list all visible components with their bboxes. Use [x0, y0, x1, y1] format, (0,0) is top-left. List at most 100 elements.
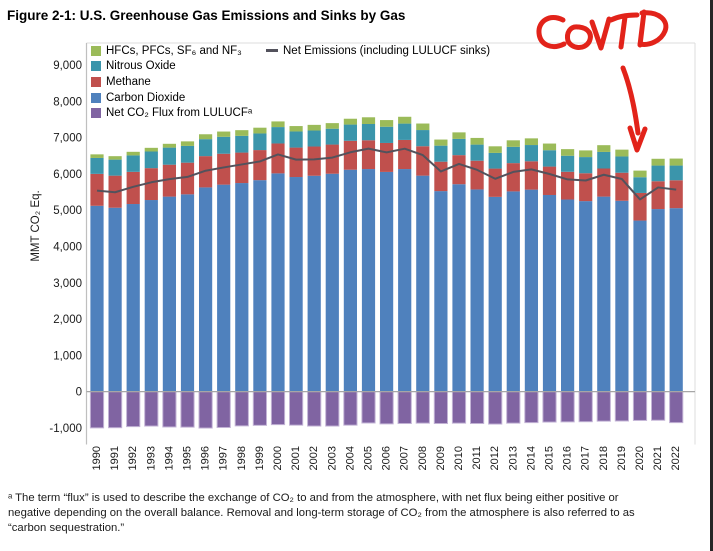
bar-2017-ch4 — [579, 173, 593, 202]
bar-2017-lulucf — [578, 391, 593, 423]
bar-2003-co2 — [325, 173, 339, 392]
x-tick-label-2009: 2009 — [435, 446, 447, 470]
net-emissions-line-swatch-icon — [266, 49, 278, 53]
bar-1995-lulucf — [180, 391, 195, 428]
bar-2010-co2 — [452, 184, 466, 392]
bar-2022-co2 — [669, 208, 683, 392]
bar-2019-lulucf — [614, 391, 629, 422]
bar-2003-lulucf — [325, 391, 340, 427]
bar-2020-co2 — [633, 220, 647, 392]
bar-1998-lulucf — [234, 391, 249, 427]
bar-2001-lulucf — [289, 391, 304, 426]
bar-2000-fgas — [271, 121, 285, 128]
bar-1992-co2 — [126, 204, 140, 392]
bar-2018-fgas — [597, 145, 611, 152]
bar-2005-n2o — [361, 123, 376, 141]
bar-2014-n2o — [524, 145, 538, 162]
bar-2001-ch4 — [289, 147, 303, 178]
x-tick-label-2005: 2005 — [363, 446, 375, 470]
bar-2022-lulucf — [669, 391, 684, 424]
bar-2015-n2o — [542, 150, 557, 167]
bar-2010-fgas — [452, 132, 466, 139]
bar-2002-fgas — [307, 124, 321, 131]
bar-1994-ch4 — [162, 164, 176, 197]
bar-2007-n2o — [398, 123, 412, 140]
bar-2020-ch4 — [633, 192, 647, 221]
bar-1992-ch4 — [126, 171, 140, 205]
x-tick-label-2010: 2010 — [453, 446, 465, 470]
bar-2013-ch4 — [506, 163, 520, 192]
bar-2014-fgas — [524, 138, 538, 146]
bar-1991-fgas — [108, 156, 122, 160]
bar-2018-lulucf — [596, 391, 611, 422]
x-tick-label-2011: 2011 — [471, 446, 483, 470]
bar-2020-n2o — [633, 177, 647, 193]
x-tick-label-2021: 2021 — [652, 446, 664, 470]
x-tick-label-2014: 2014 — [525, 446, 537, 470]
bar-2013-fgas — [506, 140, 520, 147]
bar-2006-fgas — [380, 120, 394, 127]
bar-2014-ch4 — [524, 161, 538, 190]
bar-2012-lulucf — [488, 391, 503, 425]
bar-1996-fgas — [199, 134, 213, 140]
x-tick-label-2019: 2019 — [616, 446, 628, 470]
net-emissions-line — [96, 147, 677, 201]
bar-1999-co2 — [253, 180, 267, 392]
bar-2015-lulucf — [542, 391, 557, 423]
bar-2010-n2o — [452, 138, 466, 156]
bar-2003-ch4 — [325, 144, 339, 174]
bar-2002-ch4 — [307, 146, 321, 176]
bar-1998-fgas — [235, 130, 249, 136]
legend-item-lulucf: Net CO₂ Flux from LULUCFᵃ — [91, 105, 252, 121]
bar-2019-fgas — [615, 149, 629, 157]
bar-2004-ch4 — [343, 140, 357, 170]
bar-1992-fgas — [126, 151, 140, 156]
x-tick-label-1996: 1996 — [200, 446, 212, 470]
bar-1990-n2o — [90, 157, 104, 174]
bar-1997-ch4 — [217, 153, 231, 185]
bar-2021-lulucf — [651, 391, 666, 421]
footnote-line-1: ᵃ The term “flux” is used to describe th… — [8, 492, 619, 504]
bar-1994-n2o — [162, 147, 176, 165]
x-tick-label-2018: 2018 — [598, 446, 610, 470]
bar-2008-ch4 — [416, 146, 430, 176]
x-tick-label-2016: 2016 — [562, 446, 574, 470]
y-tick-label-7000: 7,000 — [53, 133, 82, 145]
legend-label-lulucf: Net CO₂ Flux from LULUCFᵃ — [106, 107, 253, 120]
bar-2022-ch4 — [669, 180, 683, 209]
bar-1999-n2o — [253, 133, 267, 151]
bar-2013-n2o — [506, 146, 520, 164]
bar-2013-co2 — [506, 191, 520, 392]
legend-item-nitrous-oxide: Nitrous Oxide — [91, 59, 252, 75]
x-tick-label-2000: 2000 — [272, 446, 284, 470]
bar-1999-lulucf — [252, 391, 268, 426]
x-tick-label-1997: 1997 — [218, 446, 230, 470]
legend-item-net-emissions: Net Emissions (including LULUCF sinks) — [266, 43, 490, 59]
bar-1996-n2o — [199, 139, 213, 157]
y-tick-label-9000: 9,000 — [53, 60, 82, 72]
bar-2004-fgas — [343, 118, 357, 125]
bar-2003-n2o — [325, 128, 339, 145]
x-tick-label-1995: 1995 — [182, 446, 194, 470]
bar-2011-ch4 — [470, 160, 484, 190]
bar-2018-n2o — [597, 151, 611, 169]
window-right-edge — [710, 0, 713, 551]
x-tick-label-2020: 2020 — [634, 446, 646, 470]
bar-2002-lulucf — [307, 391, 322, 427]
x-tick-label-1993: 1993 — [145, 446, 157, 470]
legend-label-methane: Methane — [106, 75, 151, 88]
bar-2010-lulucf — [451, 391, 467, 424]
bar-2019-ch4 — [615, 172, 629, 201]
lulucf-swatch-icon — [91, 108, 101, 119]
bar-2012-fgas — [488, 146, 502, 153]
y-axis-title: MMT CO₂ Eq. — [30, 190, 42, 262]
bar-2017-fgas — [579, 150, 593, 158]
bar-2007-fgas — [398, 116, 412, 124]
bar-2006-lulucf — [379, 391, 394, 425]
bar-2007-co2 — [398, 169, 412, 392]
bar-1997-fgas — [217, 131, 231, 137]
bar-2011-n2o — [470, 144, 484, 161]
bar-1993-fgas — [144, 147, 158, 152]
bar-1993-n2o — [144, 151, 158, 169]
bar-2019-n2o — [615, 156, 629, 173]
